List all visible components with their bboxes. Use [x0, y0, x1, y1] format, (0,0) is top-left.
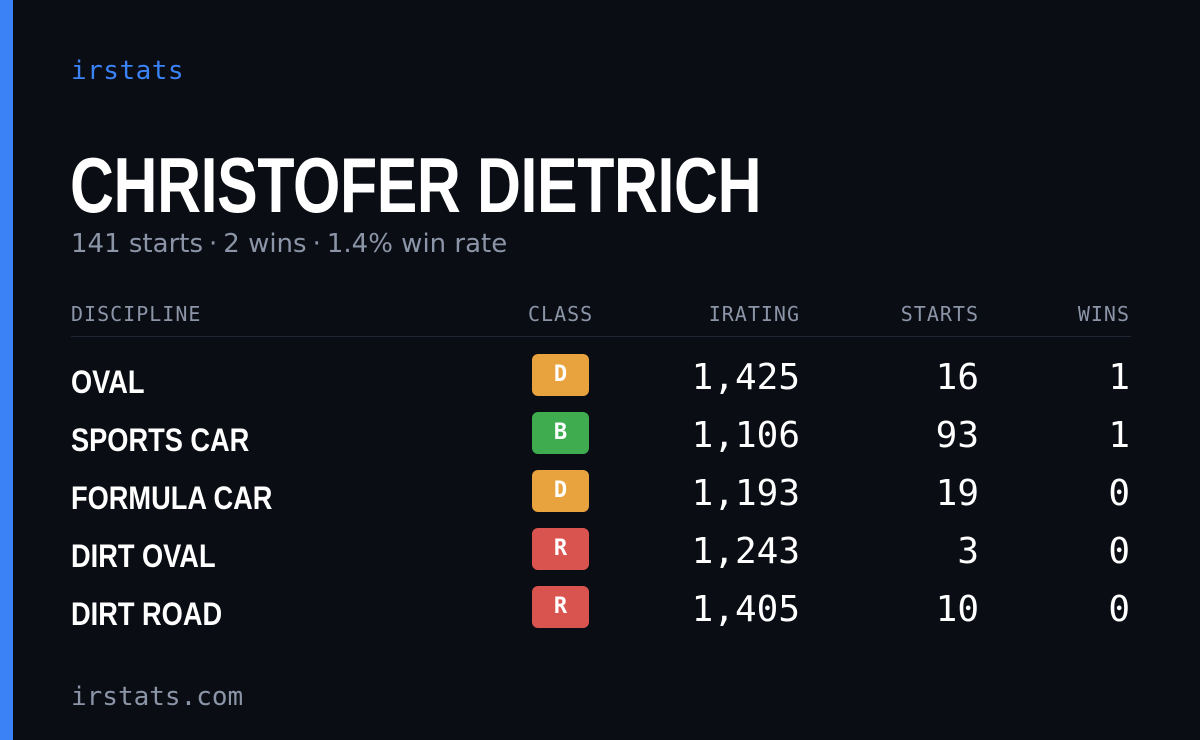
header-class: CLASS	[528, 302, 594, 326]
irating-cell: 1,193	[691, 473, 800, 514]
table-row: OVAL D 1,425 16 1	[71, 354, 1131, 412]
irating-cell: 1,425	[691, 357, 800, 398]
discipline-cell: DIRT ROAD	[71, 596, 223, 632]
starts-cell: 93	[935, 415, 979, 456]
separator: ·	[209, 229, 218, 259]
wins-cell: 0	[1108, 473, 1130, 514]
wins-summary: 2 wins	[223, 229, 307, 259]
discipline-cell: SPORTS CAR	[71, 422, 250, 458]
accent-bar	[0, 0, 13, 740]
table-row: SPORTS CAR B 1,106 93 1	[71, 412, 1131, 470]
class-badge: D	[532, 470, 589, 512]
table-header: DISCIPLINE CLASS IRATING STARTS WINS	[71, 298, 1131, 337]
header-starts: STARTS	[900, 302, 979, 326]
starts-cell: 19	[935, 473, 979, 514]
starts-summary: 141 starts	[71, 229, 203, 259]
table-row: DIRT OVAL R 1,243 3 0	[71, 528, 1131, 586]
class-badge: D	[532, 354, 589, 396]
wins-cell: 1	[1108, 415, 1130, 456]
discipline-cell: FORMULA CAR	[71, 480, 273, 516]
table-row: FORMULA CAR D 1,193 19 0	[71, 470, 1131, 528]
starts-cell: 16	[935, 357, 979, 398]
starts-cell: 3	[957, 531, 979, 572]
driver-summary: 141 starts · 2 wins · 1.4% win rate	[71, 229, 507, 259]
irating-cell: 1,243	[691, 531, 800, 572]
wins-cell: 1	[1108, 357, 1130, 398]
winrate-summary: 1.4% win rate	[326, 229, 508, 259]
class-badge: R	[532, 586, 589, 628]
discipline-cell: DIRT OVAL	[71, 538, 216, 574]
header-discipline: DISCIPLINE	[71, 302, 202, 326]
class-badge: R	[532, 528, 589, 570]
footer-url[interactable]: irstats.com	[71, 682, 244, 712]
table-row: DIRT ROAD R 1,405 10 0	[71, 586, 1131, 644]
brand-logo: irstats	[71, 56, 185, 86]
starts-cell: 10	[935, 589, 979, 630]
irating-cell: 1,106	[691, 415, 800, 456]
discipline-table: DISCIPLINE CLASS IRATING STARTS WINS OVA…	[71, 298, 1131, 632]
header-wins: WINS	[1077, 302, 1130, 326]
header-irating: IRATING	[708, 302, 800, 326]
wins-cell: 0	[1108, 589, 1130, 630]
wins-cell: 0	[1108, 531, 1130, 572]
driver-name: CHRISTOFER DIETRICH	[70, 141, 762, 229]
class-badge: B	[532, 412, 589, 454]
irating-cell: 1,405	[691, 589, 800, 630]
separator: ·	[312, 229, 321, 259]
discipline-cell: OVAL	[71, 364, 145, 400]
table-body: OVAL D 1,425 16 1 SPORTS CAR B 1,106 93 …	[71, 354, 1131, 644]
